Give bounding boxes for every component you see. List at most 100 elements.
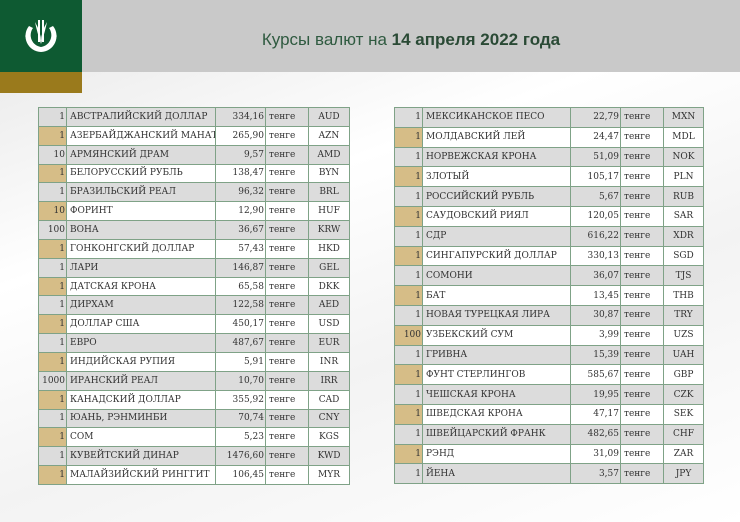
rates-table-left: 1 АВСТРАЛИЙСКИЙ ДОЛЛАР 334,16 тенге AUD 1 АЗЕР…: [38, 107, 350, 485]
currency-code-cell: USD: [308, 314, 350, 335]
currency-code-cell: AUD: [308, 107, 350, 127]
unit-cell: тенге: [265, 295, 309, 316]
quantity-cell: 1: [38, 182, 67, 203]
table-row: 1 НОРВЕЖСКАЯ КРОНА 51,09 тенге NOK: [394, 146, 704, 168]
table-row: 100 УЗБЕКСКИЙ СУМ 3,99 тенге UZS: [394, 324, 704, 346]
currency-name-cell: ГРИВНА: [422, 344, 571, 366]
currency-code-cell: SEK: [663, 403, 704, 425]
currency-name-cell: САУДОВСКИЙ РИЯЛ: [422, 205, 571, 227]
page-title: Курсы валют на 14 апреля 2022 года: [261, 30, 561, 49]
rate-value-cell: 24,47: [570, 126, 621, 148]
quantity-cell: 1: [38, 465, 67, 485]
unit-cell: тенге: [620, 245, 664, 267]
currency-code-cell: UZS: [663, 324, 704, 346]
rate-value-cell: 36,67: [215, 220, 266, 240]
currency-code-cell: THB: [663, 285, 704, 306]
unit-cell: тенге: [265, 125, 309, 146]
currency-code-cell: KRW: [308, 220, 350, 240]
unit-cell: тенге: [265, 465, 309, 485]
currency-name-cell: ИРАНСКИЙ РЕАЛ: [66, 370, 216, 391]
currency-name-cell: ШВЕЙЦАРСКИЙ ФРАНК: [422, 423, 571, 445]
table-row: 1000 ИРАНСКИЙ РЕАЛ 10,70 тенге IRR: [38, 370, 350, 391]
currency-code-cell: ZAR: [663, 443, 704, 465]
rate-value-cell: 616,22: [570, 225, 621, 247]
quantity-cell: 1: [394, 245, 423, 267]
rate-value-cell: 105,17: [570, 166, 621, 188]
currency-code-cell: JPY: [663, 463, 704, 485]
currency-name-cell: МОЛДАВСКИЙ ЛЕЙ: [422, 126, 571, 148]
table-row: 1 ИНДИЙСКАЯ РУПИЯ 5,91 тенге INR: [38, 351, 350, 372]
unit-cell: тенге: [620, 463, 664, 485]
unit-cell: тенге: [620, 186, 664, 207]
currency-code-cell: CNY: [308, 408, 350, 429]
table-row: 100 ВОНА 36,67 тенге KRW: [38, 220, 350, 240]
rate-value-cell: 96,32: [215, 182, 266, 203]
unit-cell: тенге: [620, 324, 664, 346]
table-row: 1 СОМ 5,23 тенге KGS: [38, 427, 350, 448]
currency-name-cell: БАТ: [422, 285, 571, 306]
quantity-cell: 1: [394, 384, 423, 405]
quantity-cell: 100: [394, 324, 423, 346]
quantity-cell: 1: [394, 166, 423, 188]
quantity-cell: 1: [38, 238, 67, 259]
rate-value-cell: 13,45: [570, 285, 621, 306]
rate-value-cell: 265,90: [215, 125, 266, 146]
unit-cell: тенге: [620, 285, 664, 306]
rate-value-cell: 9,57: [215, 144, 266, 165]
table-row: 1 НОВАЯ ТУРЕЦКАЯ ЛИРА 30,87 тенге TRY: [394, 304, 704, 326]
table-row: 1 САУДОВСКИЙ РИЯЛ 120,05 тенге SAR: [394, 205, 704, 227]
unit-cell: тенге: [620, 166, 664, 188]
table-row: 1 МАЛАЙЗИЙСКИЙ РИНГГИТ 106,45 тенге MYR: [38, 465, 350, 485]
quantity-cell: 1: [38, 427, 67, 448]
currency-code-cell: BYN: [308, 163, 350, 184]
currency-name-cell: СОМ: [66, 427, 216, 448]
logo: [0, 0, 82, 72]
quantity-cell: 10: [38, 201, 67, 222]
table-row: 1 ЙЕНА 3,57 тенге JPY: [394, 463, 704, 485]
quantity-cell: 1: [38, 163, 67, 184]
currency-code-cell: HKD: [308, 238, 350, 259]
table-row: 1 БРАЗИЛЬСКИЙ РЕАЛ 96,32 тенге BRL: [38, 182, 350, 203]
table-row: 1 ДАТСКАЯ КРОНА 65,58 тенге DKK: [38, 276, 350, 297]
quantity-cell: 1: [394, 463, 423, 485]
rate-value-cell: 47,17: [570, 403, 621, 425]
currency-code-cell: KGS: [308, 427, 350, 448]
currency-name-cell: НОРВЕЖСКАЯ КРОНА: [422, 146, 571, 168]
currency-name-cell: ЧЕШСКАЯ КРОНА: [422, 384, 571, 405]
currency-code-cell: XDR: [663, 225, 704, 247]
table-row: 1 БАТ 13,45 тенге THB: [394, 285, 704, 306]
currency-name-cell: ЗЛОТЫЙ: [422, 166, 571, 188]
quantity-cell: 100: [38, 220, 67, 240]
currency-code-cell: HUF: [308, 201, 350, 222]
quantity-cell: 1: [38, 389, 67, 410]
table-row: 1 КУВЕЙТСКИЙ ДИНАР 1476,60 тенге KWD: [38, 446, 350, 467]
currency-code-cell: MYR: [308, 465, 350, 485]
quantity-cell: 1: [394, 344, 423, 366]
table-row: 1 СОМОНИ 36,07 тенге TJS: [394, 265, 704, 287]
rate-value-cell: 15,39: [570, 344, 621, 366]
table-row: 1 ШВЕЙЦАРСКИЙ ФРАНК 482,65 тенге CHF: [394, 423, 704, 445]
currency-code-cell: RUB: [663, 186, 704, 207]
rate-value-cell: 12,90: [215, 201, 266, 222]
currency-code-cell: AZN: [308, 125, 350, 146]
currency-name-cell: АРМЯНСКИЙ ДРАМ: [66, 144, 216, 165]
table-row: 1 РОССИЙСКИЙ РУБЛЬ 5,67 тенге RUB: [394, 186, 704, 207]
unit-cell: тенге: [620, 304, 664, 326]
currency-code-cell: PLN: [663, 166, 704, 188]
unit-cell: тенге: [265, 257, 309, 278]
table-row: 10 ФОРИНТ 12,90 тенге HUF: [38, 201, 350, 222]
rate-value-cell: 36,07: [570, 265, 621, 287]
rate-value-cell: 65,58: [215, 276, 266, 297]
quantity-cell: 1: [38, 295, 67, 316]
currency-code-cell: TRY: [663, 304, 704, 326]
quantity-cell: 1000: [38, 370, 67, 391]
rate-value-cell: 22,79: [570, 107, 621, 128]
unit-cell: тенге: [265, 389, 309, 410]
currency-code-cell: EUR: [308, 333, 350, 353]
unit-cell: тенге: [620, 384, 664, 405]
quantity-cell: 1: [394, 403, 423, 425]
unit-cell: тенге: [620, 364, 664, 386]
quantity-cell: 1: [394, 423, 423, 445]
currency-name-cell: ЙЕНА: [422, 463, 571, 485]
unit-cell: тенге: [620, 126, 664, 148]
